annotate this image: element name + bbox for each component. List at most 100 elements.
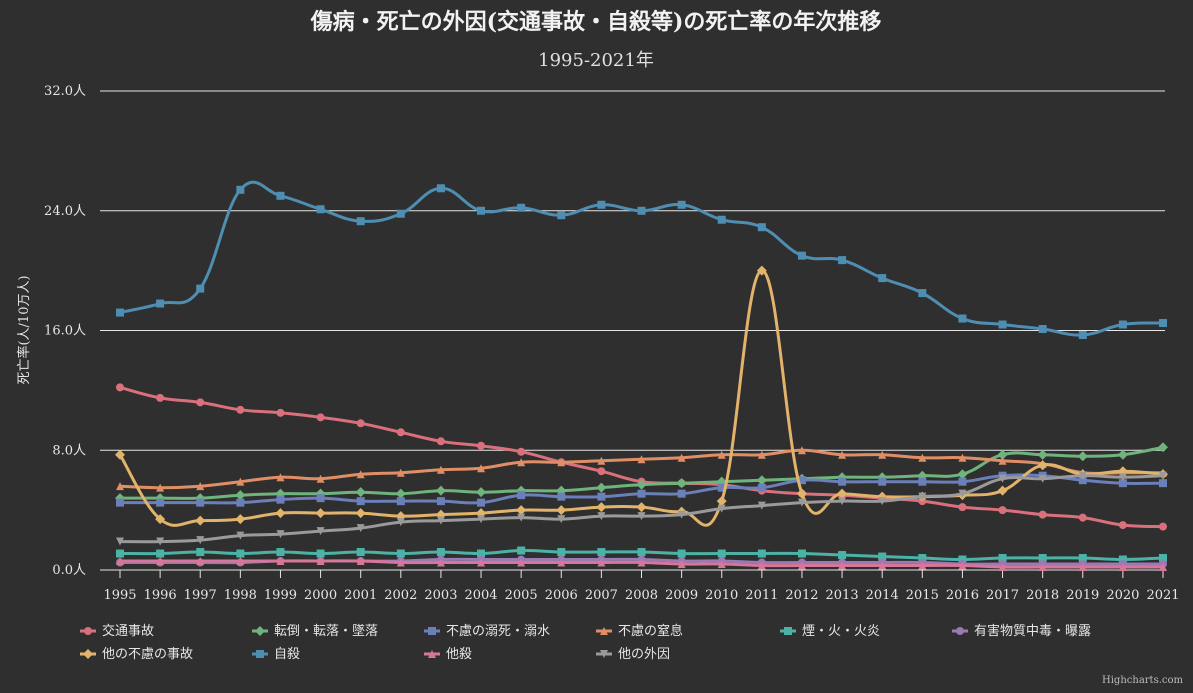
data-point-square[interactable] [1038,325,1047,334]
data-point-triangle-down[interactable] [998,474,1007,483]
data-point-triangle[interactable] [797,561,806,570]
data-point-square[interactable] [918,477,927,486]
data-point-square[interactable] [276,495,285,504]
data-point-square[interactable] [557,548,566,557]
data-point-triangle[interactable] [396,558,405,567]
data-point-circle[interactable] [276,408,285,417]
data-point-triangle[interactable] [276,557,285,566]
data-point-circle[interactable] [236,405,245,414]
data-point-square[interactable] [998,320,1007,329]
series-line[interactable] [118,180,1165,337]
data-point-triangle[interactable] [918,561,927,570]
data-point-triangle-down[interactable] [1078,471,1087,480]
data-point-legend-symbol[interactable] [428,650,436,658]
data-point-diamond[interactable] [997,485,1008,496]
data-point-diamond[interactable] [235,490,246,501]
data-point-triangle-down[interactable] [677,510,686,519]
data-point-circle[interactable] [998,506,1007,515]
data-point-square[interactable] [356,497,365,506]
data-point-triangle[interactable] [276,473,285,482]
data-point-triangle[interactable] [156,483,165,492]
data-point-circle[interactable] [316,413,325,422]
data-point-triangle-down[interactable] [356,524,365,533]
data-point-diamond[interactable] [1037,449,1048,460]
data-point-triangle[interactable] [436,465,445,474]
legend-item[interactable]: 不慮の窒息 [596,623,683,639]
data-point-square[interactable] [797,251,806,260]
data-point-diamond[interactable] [636,479,647,490]
legend-label[interactable]: 転倒・転落・墜落 [274,623,378,639]
data-point-triangle-down[interactable] [477,515,486,524]
data-point-triangle[interactable] [517,458,526,467]
data-point-square[interactable] [597,548,606,557]
data-point-square[interactable] [477,498,486,507]
data-point-square[interactable] [1118,479,1127,488]
data-point-triangle-down[interactable] [797,498,806,507]
data-point-triangle[interactable] [677,560,686,569]
data-point-triangle-down[interactable] [156,537,165,546]
legend-item[interactable]: 自殺 [252,647,300,662]
data-point-circle[interactable] [958,503,967,512]
data-point-square[interactable] [677,200,686,209]
data-point-diamond[interactable] [636,502,647,513]
data-point-legend-symbol[interactable] [83,649,93,659]
data-point-triangle[interactable] [196,557,205,566]
data-point-triangle-down[interactable] [878,497,887,506]
data-point-square[interactable] [1118,555,1127,564]
data-point-triangle-down[interactable] [597,512,606,521]
legend-label[interactable]: 他の不慮の事故 [102,647,193,662]
legend-label[interactable]: 不慮の溺死・溺水 [446,624,550,639]
data-point-triangle[interactable] [236,557,245,566]
data-point-square[interactable] [557,211,566,220]
data-point-diamond[interactable] [155,514,166,525]
data-point-triangle-down[interactable] [436,516,445,525]
data-point-triangle[interactable] [717,450,726,459]
series-4[interactable] [116,446,1167,492]
legend-item[interactable]: 他殺 [424,647,472,662]
data-point-triangle[interactable] [557,458,566,467]
data-point-legend-symbol[interactable] [84,627,92,635]
data-point-triangle[interactable] [436,558,445,567]
legend-label[interactable]: 自殺 [274,647,300,662]
data-point-square[interactable] [597,200,606,209]
data-point-triangle[interactable] [156,557,165,566]
data-point-circle[interactable] [1078,513,1087,522]
data-point-square[interactable] [637,548,646,557]
data-point-triangle[interactable] [757,450,766,459]
data-point-triangle[interactable] [838,561,847,570]
data-point-triangle[interactable] [477,558,486,567]
data-point-square[interactable] [477,549,486,558]
data-point-square[interactable] [276,548,285,557]
data-point-triangle[interactable] [918,453,927,462]
data-point-diamond[interactable] [796,488,807,499]
data-point-circle[interactable] [1038,510,1047,519]
data-point-square[interactable] [517,491,526,500]
data-point-square[interactable] [316,205,325,214]
data-point-triangle[interactable] [998,456,1007,465]
data-point-square[interactable] [878,477,887,486]
data-point-square[interactable] [958,477,967,486]
data-point-triangle[interactable] [316,557,325,566]
data-point-legend-symbol[interactable] [255,626,265,636]
data-point-triangle[interactable] [116,482,124,491]
data-point-diamond[interactable] [596,482,607,493]
data-point-diamond[interactable] [997,449,1008,460]
data-point-square[interactable] [1078,330,1087,339]
legend-item[interactable]: 他の不慮の事故 [80,647,193,662]
legend[interactable]: 交通事故 転倒・転落・墜落 不慮の溺死・溺水 不慮の窒息 煙・火・火炎 有害物質中毒・曝露… [80,623,1091,662]
data-point-square[interactable] [477,206,486,215]
legend-label[interactable]: 他の外因 [618,647,670,662]
data-point-square[interactable] [918,554,927,563]
data-point-triangle[interactable] [396,468,405,477]
legend-item[interactable]: 有害物質中毒・曝露 [952,623,1091,639]
data-point-triangle-down[interactable] [276,530,285,539]
data-point-diamond[interactable] [275,508,286,519]
data-point-circle[interactable] [356,419,365,428]
data-point-diamond[interactable] [1158,442,1168,453]
data-point-square[interactable] [396,209,405,218]
data-point-square[interactable] [1078,476,1087,485]
data-point-circle[interactable] [156,393,165,402]
data-point-diamond[interactable] [115,449,125,460]
data-point-triangle[interactable] [838,450,847,459]
series-9[interactable] [116,557,1167,572]
